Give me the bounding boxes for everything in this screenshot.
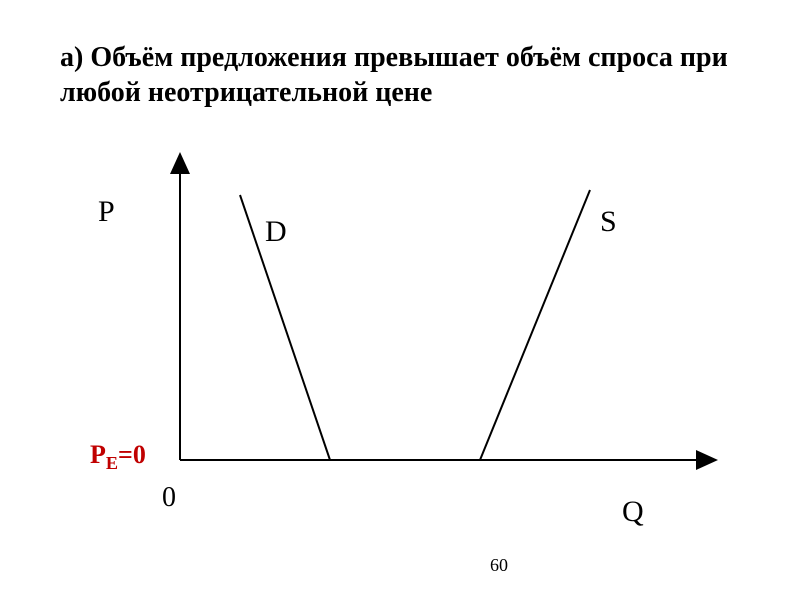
y-axis-label: P bbox=[98, 195, 115, 229]
page-number: 60 bbox=[490, 555, 508, 576]
supply-label: S bbox=[600, 205, 617, 239]
supply-line bbox=[480, 190, 590, 460]
chart-area: P Q 0 D S PE=0 bbox=[60, 150, 740, 550]
eq-p: P bbox=[90, 440, 106, 469]
eq-suffix: =0 bbox=[118, 440, 146, 469]
eq-sub: E bbox=[106, 453, 118, 473]
origin-label: 0 bbox=[162, 482, 176, 514]
chart-title: а) Объём предложения превышает объём спр… bbox=[60, 40, 760, 110]
demand-label: D bbox=[265, 215, 287, 249]
equilibrium-label: PE=0 bbox=[90, 440, 146, 474]
x-axis-label: Q bbox=[622, 495, 644, 529]
